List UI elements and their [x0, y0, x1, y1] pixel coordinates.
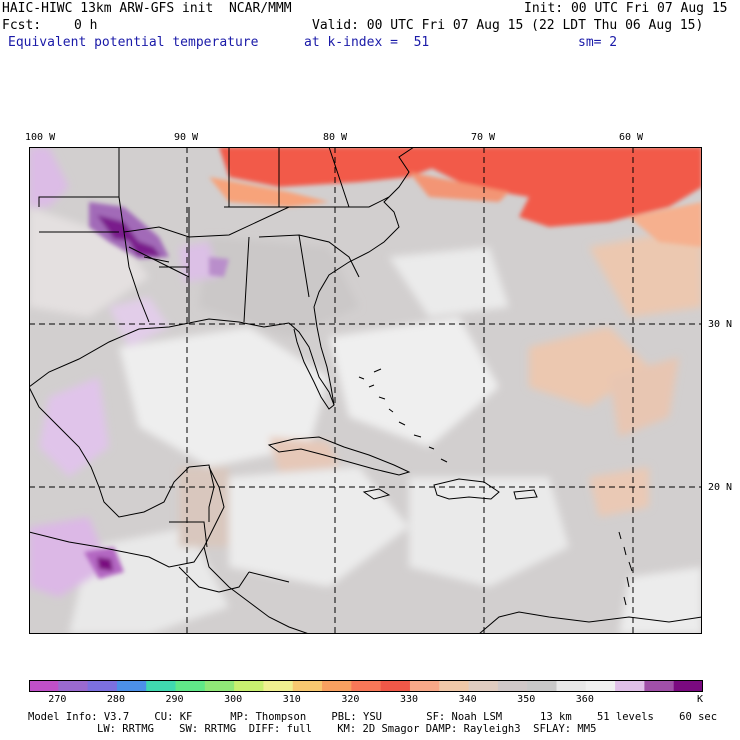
- colorbar-cell: [468, 680, 499, 692]
- colorbar-cell: [263, 680, 294, 692]
- colorbar-cell: [204, 680, 235, 692]
- colorbar-tick-label: 350: [517, 694, 536, 705]
- colorbar-tick-label: 270: [48, 694, 67, 705]
- colorbar-tick-label: 330: [399, 694, 419, 705]
- colorbar-tick-label: 310: [282, 694, 301, 705]
- level-info: at k-index = 51: [304, 35, 430, 50]
- colorbar-tick-label: 280: [106, 694, 125, 705]
- lon-label-60w: 60 W: [619, 132, 644, 143]
- map-frame: [29, 147, 702, 634]
- forecast-label: Fcst:: [2, 18, 42, 33]
- colorbar-cell: [175, 680, 206, 692]
- colorbar-cell: [146, 680, 177, 692]
- forecast-hour: 0 h: [74, 18, 98, 33]
- lon-label-100w: 100 W: [25, 132, 56, 143]
- colorbar-cell: [380, 680, 411, 692]
- high-theta-e-plume: [209, 147, 702, 247]
- smoothing-info: sm= 2: [578, 35, 618, 50]
- colorbar-tick-label: 290: [165, 694, 184, 705]
- colorbar-unit: K: [697, 694, 704, 705]
- model-info-line-1: Model Info: V3.7 CU: KF MP: Thompson PBL…: [28, 711, 718, 723]
- colorbar-cell: [234, 680, 264, 692]
- colorbar-cell: [497, 680, 528, 692]
- model-title: HAIC-HIWC 13km ARW-GFS init NCAR/MMM: [2, 1, 292, 16]
- equivalent-potential-temperature-map: [29, 147, 702, 634]
- colorbar-cell: [351, 680, 382, 692]
- colorbar-cell: [409, 680, 440, 692]
- colorbar-cell: [29, 680, 59, 692]
- colorbar-cell: [87, 680, 118, 692]
- lon-label-70w: 70 W: [471, 132, 496, 143]
- valid-time: Valid: 00 UTC Fri 07 Aug 15 (22 LDT Thu …: [312, 18, 704, 33]
- lat-label-30n: 30 N: [708, 319, 733, 330]
- field-name: Equivalent potential temperature: [8, 35, 259, 50]
- colorbar-cell: [615, 680, 645, 692]
- lat-label-20n: 20 N: [708, 482, 733, 493]
- colorbar-cell: [556, 680, 587, 692]
- colorbar-cell: [673, 680, 703, 692]
- init-time: Init: 00 UTC Fri 07 Aug 15: [524, 1, 728, 16]
- lon-label-90w: 90 W: [174, 132, 199, 143]
- lon-label-80w: 80 W: [323, 132, 348, 143]
- colorbar: [29, 680, 703, 692]
- colorbar-cell: [58, 680, 89, 692]
- coastlines-and-borders: [29, 147, 702, 634]
- colorbar-tick-label: 360: [575, 694, 594, 705]
- model-info-line-2: LW: RRTMG SW: RRTMG DIFF: full KM: 2D Sm…: [97, 723, 597, 735]
- colorbar-cell: [439, 680, 470, 692]
- colorbar-cell: [585, 680, 616, 692]
- colorbar-cell: [527, 680, 557, 692]
- colorbar-cell: [322, 680, 352, 692]
- colorbar-tick-label: 320: [341, 694, 360, 705]
- low-theta-e-areas: [84, 202, 229, 579]
- colorbar-cell: [116, 680, 147, 692]
- lat-lon-grid: [29, 147, 702, 634]
- colorbar-tick-label: 300: [224, 694, 243, 705]
- colorbar-cell: [644, 680, 675, 692]
- colorbar-tick-label: 340: [458, 694, 477, 705]
- colorbar-cell: [292, 680, 323, 692]
